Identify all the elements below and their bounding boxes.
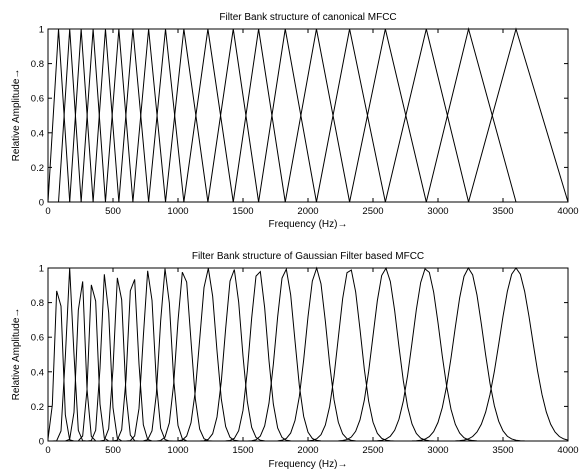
y-tick-label: 0: [39, 437, 44, 448]
filter-curve: [48, 267, 568, 442]
y-tick-label: 0.6: [31, 94, 44, 105]
filter-curve: [48, 267, 568, 442]
filter-curve: [48, 270, 568, 442]
filter-curve: [48, 266, 568, 442]
filter-curve: [425, 27, 517, 203]
y-tick-label: 0.4: [31, 128, 44, 139]
x-tick-label: 500: [105, 445, 121, 456]
x-tick-label: 3000: [427, 206, 448, 217]
y-tick-label: 0.8: [31, 298, 44, 309]
filter-curve: [183, 28, 234, 203]
filter-curve: [48, 269, 568, 442]
filter-curve: [48, 279, 568, 442]
y-tick-label: 0.4: [31, 367, 44, 378]
x-tick-label: 1500: [232, 445, 253, 456]
x-tick-label: 2500: [362, 445, 383, 456]
filter-curve: [48, 277, 568, 442]
x-tick-label: 0: [45, 206, 50, 217]
filter-curve: [48, 267, 568, 442]
plot-area-frame: [47, 267, 569, 442]
filter-curve: [48, 281, 568, 442]
y-tick-label: 0.2: [31, 163, 44, 174]
filter-curve: [48, 270, 568, 442]
canonical-mfcc-plot: Filter Bank structure of canonical MFCC …: [11, 12, 579, 230]
x-tick-label: 1000: [167, 206, 188, 217]
x-tick-label: 1000: [167, 445, 188, 456]
filter-curve: [207, 28, 260, 203]
x-tick-label: 500: [105, 206, 121, 217]
y-tick-label: 0: [39, 198, 44, 209]
y-axis-label: Relative Amplitude→: [11, 308, 22, 401]
y-tick-label: 1: [39, 25, 44, 36]
filter-curve: [48, 272, 568, 442]
x-axis-ticks: 0 500 1000 1500 2000 2500 3000 3500 4000: [45, 268, 579, 456]
x-axis-label: Frequency (Hz)→: [269, 459, 348, 470]
x-tick-label: 2000: [297, 206, 318, 217]
filter-curve: [148, 28, 185, 203]
filter-curve: [132, 28, 167, 203]
filter-curve: [80, 28, 106, 203]
y-tick-label: 0.2: [31, 402, 44, 413]
filter-curves: [47, 266, 569, 442]
y-axis-ticks: 0 0.2 0.4 0.6 0.8 1: [31, 25, 568, 209]
chart-title: Filter Bank structure of canonical MFCC: [219, 12, 396, 23]
filter-curves: [47, 27, 569, 203]
x-axis-label: Frequency (Hz)→: [269, 219, 348, 230]
x-tick-label: 4000: [557, 206, 578, 217]
filter-curve: [58, 28, 82, 203]
filter-curve: [118, 28, 150, 203]
filter-curve: [284, 28, 351, 203]
chart-title: Filter Bank structure of Gaussian Filter…: [192, 251, 424, 262]
filter-curve: [48, 268, 568, 442]
filter-curve: [258, 28, 317, 203]
x-tick-label: 2000: [297, 445, 318, 456]
y-tick-label: 1: [39, 264, 44, 275]
x-tick-label: 0: [45, 445, 50, 456]
filter-curve: [48, 267, 569, 442]
filter-curve: [48, 267, 568, 442]
y-axis-ticks: 0 0.2 0.4 0.6 0.8 1: [31, 264, 568, 448]
filter-curve: [69, 28, 94, 203]
filter-curve: [48, 268, 568, 442]
filter-curve: [92, 28, 120, 203]
filter-curve: [47, 28, 71, 203]
filter-curve: [48, 269, 568, 442]
filter-curve: [315, 28, 386, 203]
y-tick-label: 0.8: [31, 59, 44, 70]
x-tick-label: 3000: [427, 445, 448, 456]
filter-curve: [384, 28, 470, 203]
filter-curve: [349, 28, 427, 203]
x-tick-label: 3500: [492, 445, 513, 456]
filter-curve: [48, 274, 568, 442]
x-axis-ticks: 0 500 1000 1500 2000 2500 3000 3500 4000: [45, 29, 579, 217]
filter-curve: [232, 28, 286, 203]
y-axis-label: Relative Amplitude→: [11, 69, 22, 162]
filter-curve: [104, 28, 134, 203]
filter-curve: [48, 284, 568, 442]
x-tick-label: 4000: [557, 445, 578, 456]
gaussian-mfcc-plot: Filter Bank structure of Gaussian Filter…: [11, 251, 579, 470]
filter-curve: [48, 267, 568, 442]
y-tick-label: 0.6: [31, 333, 44, 344]
filter-curve: [468, 27, 569, 203]
x-tick-label: 3500: [492, 206, 513, 217]
filter-curve: [165, 28, 209, 203]
x-tick-label: 1500: [232, 206, 253, 217]
x-tick-label: 2500: [362, 206, 383, 217]
